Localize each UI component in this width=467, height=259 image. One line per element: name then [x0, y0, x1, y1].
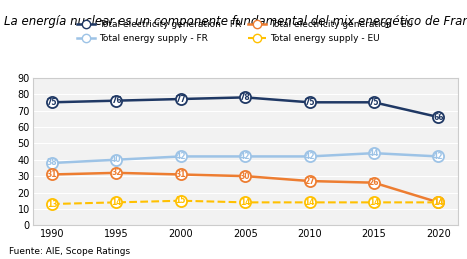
- Text: 27: 27: [304, 177, 315, 185]
- Total energy supply - EU: [371, 201, 377, 204]
- Text: 66: 66: [433, 113, 444, 121]
- Text: 26: 26: [369, 178, 379, 187]
- Text: 75: 75: [369, 98, 379, 107]
- Text: 14: 14: [433, 198, 444, 207]
- Total electricity generation - FR: [242, 96, 248, 99]
- Text: 14: 14: [433, 198, 444, 207]
- Text: Fuente: AIE, Scope Ratings: Fuente: AIE, Scope Ratings: [9, 247, 130, 256]
- Text: 78: 78: [240, 93, 251, 102]
- Text: 77: 77: [176, 95, 186, 104]
- Line: Total energy supply - EU: Total energy supply - EU: [46, 195, 444, 210]
- Total electricity generation - EU: [49, 173, 55, 176]
- Text: 42: 42: [304, 152, 315, 161]
- Total electricity generation - EU: [242, 175, 248, 178]
- Total electricity generation - EU: [307, 179, 312, 183]
- Line: Total electricity generation - EU: Total electricity generation - EU: [46, 167, 444, 208]
- Text: 42: 42: [176, 152, 186, 161]
- Total electricity generation - FR: [49, 101, 55, 104]
- Text: 15: 15: [176, 196, 186, 205]
- Text: 38: 38: [47, 159, 57, 168]
- Text: 14: 14: [369, 198, 379, 207]
- Total energy supply - FR: [436, 155, 441, 158]
- Total energy supply - EU: [178, 199, 184, 202]
- Line: Total energy supply - FR: Total energy supply - FR: [46, 148, 444, 169]
- Text: 75: 75: [47, 98, 57, 107]
- Total energy supply - FR: [49, 161, 55, 164]
- Legend: Total electricity generation - FR, Total energy supply - FR, Total electricity g: Total electricity generation - FR, Total…: [77, 20, 413, 43]
- Text: 32: 32: [111, 168, 121, 177]
- Total energy supply - FR: [113, 158, 119, 161]
- Total energy supply - EU: [436, 201, 441, 204]
- Text: 30: 30: [240, 172, 250, 181]
- Total energy supply - FR: [178, 155, 184, 158]
- Line: Total electricity generation - FR: Total electricity generation - FR: [46, 92, 444, 123]
- Total electricity generation - EU: [436, 201, 441, 204]
- Total electricity generation - EU: [178, 173, 184, 176]
- Total electricity generation - FR: [113, 99, 119, 102]
- Total electricity generation - EU: [371, 181, 377, 184]
- Total electricity generation - FR: [371, 101, 377, 104]
- Total electricity generation - EU: [113, 171, 119, 174]
- Total energy supply - EU: [242, 201, 248, 204]
- Total electricity generation - FR: [436, 116, 441, 119]
- Total energy supply - FR: [307, 155, 312, 158]
- Total electricity generation - FR: [178, 97, 184, 100]
- Text: 42: 42: [240, 152, 250, 161]
- Total energy supply - EU: [49, 203, 55, 206]
- Text: 14: 14: [304, 198, 315, 207]
- Text: 40: 40: [111, 155, 121, 164]
- Text: 75: 75: [304, 98, 315, 107]
- Text: 31: 31: [176, 170, 186, 179]
- Text: 13: 13: [47, 199, 57, 208]
- Title: La energía nuclear es un componente fundamental del mix energético de Francia: La energía nuclear es un componente fund…: [4, 15, 467, 28]
- Total energy supply - FR: [242, 155, 248, 158]
- Text: 44: 44: [369, 149, 379, 158]
- Text: 42: 42: [433, 152, 444, 161]
- Total electricity generation - FR: [307, 101, 312, 104]
- Total energy supply - EU: [307, 201, 312, 204]
- Text: 14: 14: [111, 198, 121, 207]
- Total energy supply - EU: [113, 201, 119, 204]
- Text: 14: 14: [240, 198, 250, 207]
- Text: 31: 31: [47, 170, 57, 179]
- Text: 76: 76: [111, 96, 122, 105]
- Total energy supply - FR: [371, 152, 377, 155]
